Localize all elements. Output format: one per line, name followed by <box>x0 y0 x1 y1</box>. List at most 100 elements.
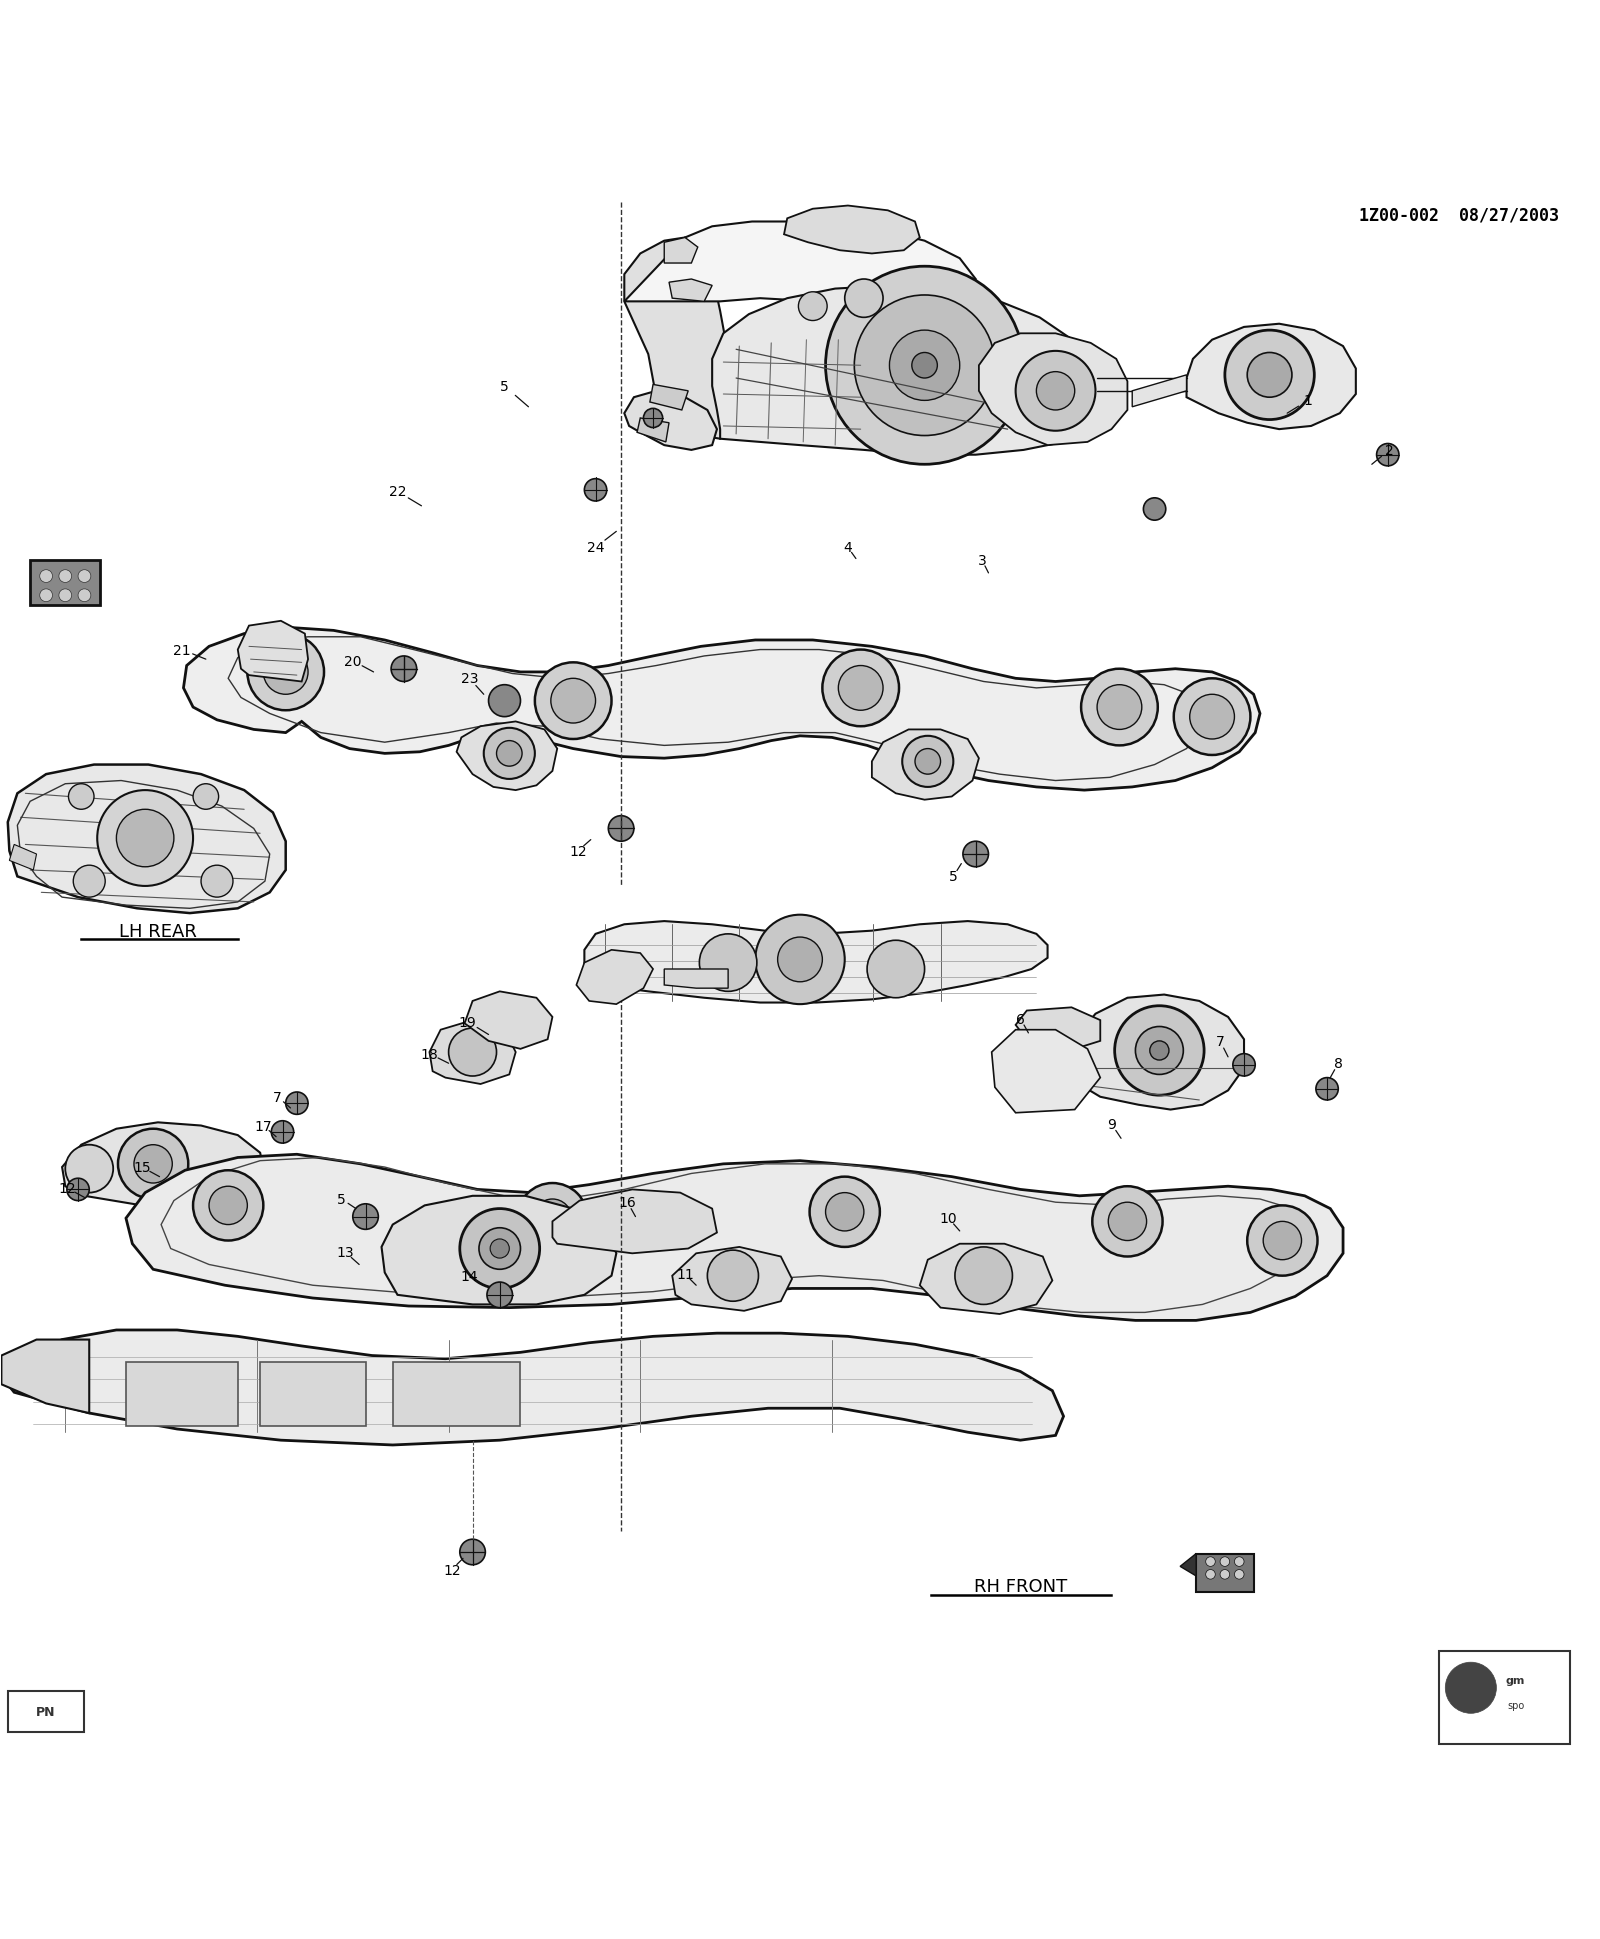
Polygon shape <box>672 1247 792 1311</box>
Circle shape <box>1248 353 1291 397</box>
Text: 12: 12 <box>570 843 587 859</box>
Polygon shape <box>624 238 733 440</box>
Text: 15: 15 <box>133 1160 150 1175</box>
Polygon shape <box>992 1030 1101 1113</box>
Polygon shape <box>381 1196 616 1305</box>
Circle shape <box>117 811 174 867</box>
Circle shape <box>40 589 53 603</box>
Polygon shape <box>30 560 101 605</box>
Polygon shape <box>669 279 712 302</box>
Polygon shape <box>184 628 1261 791</box>
Circle shape <box>98 791 194 886</box>
Circle shape <box>1235 1557 1245 1567</box>
Circle shape <box>550 679 595 723</box>
Circle shape <box>390 657 416 683</box>
Text: 10: 10 <box>939 1212 957 1225</box>
Text: 13: 13 <box>336 1245 354 1258</box>
Circle shape <box>1221 1557 1230 1567</box>
Circle shape <box>643 409 662 429</box>
Circle shape <box>448 1028 496 1076</box>
Circle shape <box>78 570 91 584</box>
Polygon shape <box>62 1123 266 1212</box>
Circle shape <box>483 729 534 779</box>
Circle shape <box>272 1121 294 1144</box>
Text: 6: 6 <box>1016 1012 1026 1026</box>
Text: 2: 2 <box>1386 444 1394 458</box>
Circle shape <box>1037 372 1075 411</box>
Text: 24: 24 <box>587 541 605 555</box>
Text: 7: 7 <box>274 1090 282 1103</box>
Polygon shape <box>8 766 286 913</box>
Polygon shape <box>464 993 552 1049</box>
Circle shape <box>1016 351 1096 432</box>
Circle shape <box>286 1092 309 1115</box>
Circle shape <box>210 1187 248 1225</box>
Circle shape <box>67 1179 90 1200</box>
Polygon shape <box>1075 995 1245 1109</box>
Polygon shape <box>1187 324 1355 430</box>
Polygon shape <box>238 622 309 683</box>
Circle shape <box>1445 1662 1496 1714</box>
Circle shape <box>838 667 883 712</box>
Polygon shape <box>126 1363 238 1425</box>
FancyBboxPatch shape <box>1438 1652 1570 1743</box>
Polygon shape <box>576 950 653 1004</box>
Circle shape <box>822 650 899 727</box>
Circle shape <box>608 816 634 842</box>
Text: 8: 8 <box>1334 1057 1342 1070</box>
Circle shape <box>264 650 309 694</box>
Text: 12: 12 <box>58 1181 75 1194</box>
Circle shape <box>707 1251 758 1301</box>
Circle shape <box>1144 498 1166 522</box>
Circle shape <box>1206 1557 1216 1567</box>
Polygon shape <box>664 238 698 264</box>
Circle shape <box>798 293 827 322</box>
Circle shape <box>517 1183 587 1255</box>
Polygon shape <box>1016 1008 1101 1049</box>
Circle shape <box>1315 1078 1338 1101</box>
Circle shape <box>1226 332 1314 421</box>
Circle shape <box>352 1204 378 1229</box>
Text: 5: 5 <box>949 871 958 884</box>
Polygon shape <box>624 223 976 302</box>
Circle shape <box>66 1146 114 1192</box>
Circle shape <box>1262 1222 1301 1260</box>
FancyBboxPatch shape <box>8 1691 85 1733</box>
Circle shape <box>584 479 606 502</box>
Circle shape <box>1206 1571 1216 1580</box>
Text: 1: 1 <box>1304 394 1312 409</box>
Text: spo: spo <box>1507 1701 1525 1710</box>
Text: 20: 20 <box>344 653 362 669</box>
Circle shape <box>1150 1041 1170 1061</box>
Circle shape <box>74 865 106 898</box>
Circle shape <box>490 1239 509 1258</box>
Polygon shape <box>584 921 1048 1002</box>
Text: 9: 9 <box>1107 1117 1115 1130</box>
Circle shape <box>1235 1571 1245 1580</box>
Circle shape <box>59 589 72 603</box>
Circle shape <box>69 783 94 811</box>
Polygon shape <box>1197 1553 1254 1592</box>
Circle shape <box>1221 1571 1230 1580</box>
Text: 4: 4 <box>843 541 853 555</box>
Circle shape <box>194 783 219 811</box>
Circle shape <box>1234 1055 1256 1076</box>
Circle shape <box>826 268 1024 465</box>
Polygon shape <box>1181 1553 1197 1576</box>
Text: RH FRONT: RH FRONT <box>974 1576 1067 1594</box>
Circle shape <box>486 1282 512 1309</box>
Circle shape <box>955 1247 1013 1305</box>
Text: 19: 19 <box>459 1016 477 1030</box>
Polygon shape <box>429 1020 515 1084</box>
Text: 5: 5 <box>338 1192 346 1206</box>
Circle shape <box>1115 1006 1205 1096</box>
Circle shape <box>78 589 91 603</box>
Circle shape <box>40 570 53 584</box>
Polygon shape <box>979 334 1128 446</box>
Circle shape <box>533 1200 571 1237</box>
Circle shape <box>699 935 757 993</box>
Circle shape <box>963 842 989 867</box>
Text: 16: 16 <box>619 1196 637 1210</box>
Polygon shape <box>712 287 1104 456</box>
Circle shape <box>1082 669 1158 747</box>
